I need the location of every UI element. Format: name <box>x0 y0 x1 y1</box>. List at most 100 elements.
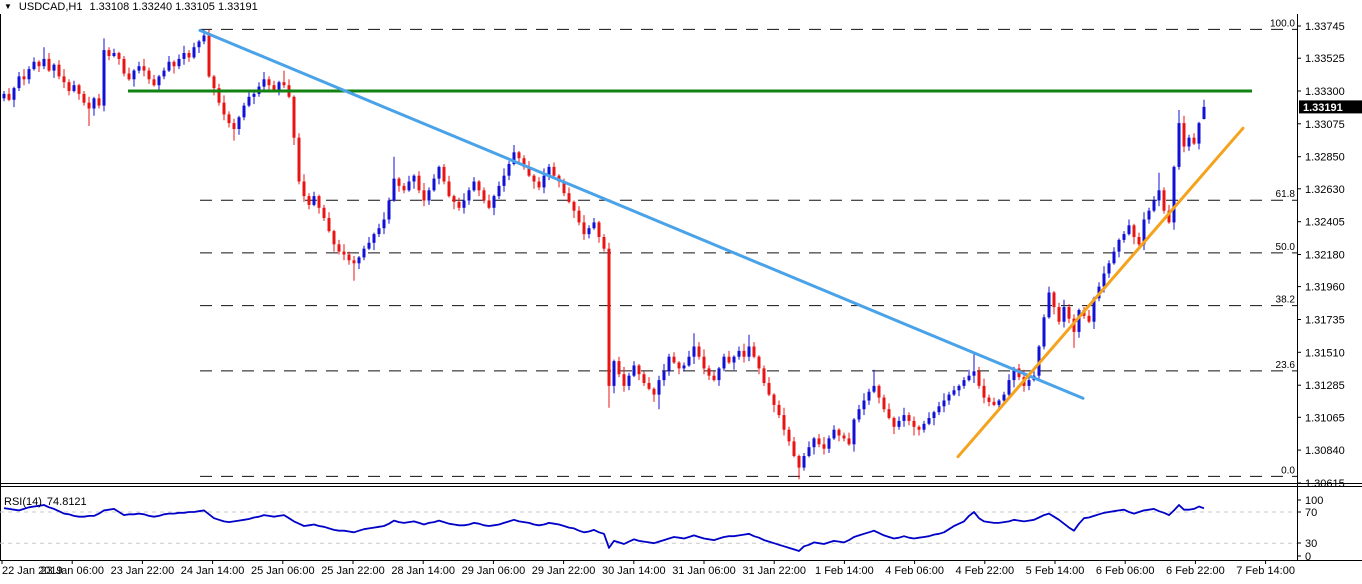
candle-body <box>802 456 806 468</box>
candle-body <box>392 178 396 201</box>
candle-body <box>342 251 346 255</box>
candle-body <box>672 356 676 363</box>
time-tick-label: 23 Jan 06:00 <box>40 565 104 577</box>
candle-body <box>1187 137 1191 147</box>
candle-body <box>877 385 881 398</box>
candle-body <box>982 385 986 398</box>
price-badge-label: 1.33191 <box>1303 102 1343 114</box>
candle-body <box>532 175 536 182</box>
candle-body <box>222 102 226 115</box>
candle-body <box>377 228 381 235</box>
candle-body <box>897 420 901 427</box>
candle-body <box>97 98 101 106</box>
candle-body <box>1042 317 1046 347</box>
candle-body <box>197 41 201 48</box>
candle-body <box>592 222 596 229</box>
price-axis[interactable]: 1.33745 1.33525 1.33300 1.33075 1.32850 1.326… <box>1297 21 1345 490</box>
ascending-trendline-line[interactable] <box>956 126 1245 459</box>
candle-body <box>677 362 681 369</box>
candle-body <box>352 260 356 264</box>
candle-body <box>742 350 746 357</box>
candle-body <box>232 123 236 129</box>
candlestick-plot[interactable] <box>2 29 1206 480</box>
candle-body <box>957 385 961 391</box>
candle-body <box>1117 239 1121 252</box>
candle-body <box>807 447 811 456</box>
candle-body <box>627 375 631 386</box>
time-tick-label: 25 Jan 22:00 <box>321 565 385 577</box>
candle-body <box>182 53 186 59</box>
candle-body <box>582 222 586 235</box>
candle-body <box>707 368 711 376</box>
candle-body <box>827 438 831 449</box>
fib-level-label: 23.6 <box>1276 360 1296 371</box>
candle-body <box>307 196 311 205</box>
chart-frame <box>0 14 1362 561</box>
candle-body <box>777 404 781 416</box>
candle-body <box>842 435 846 439</box>
candle-body <box>787 429 791 442</box>
candle-body <box>512 152 516 164</box>
candle-body <box>892 418 896 427</box>
candle-body <box>1162 190 1166 211</box>
candle-body <box>1077 310 1081 332</box>
price-tick-label: 1.31960 <box>1305 282 1345 294</box>
fib-level-label: 50.0 <box>1276 242 1296 253</box>
candle-body <box>932 412 936 418</box>
candle-body <box>437 166 441 179</box>
candle-body <box>492 196 496 208</box>
price-tick-label: 1.33525 <box>1305 53 1345 65</box>
candle-body <box>217 88 221 103</box>
candle-body <box>472 181 476 191</box>
candle-body <box>282 82 286 86</box>
candle-body <box>987 397 991 402</box>
candle-body <box>297 137 301 182</box>
candle-body <box>1197 123 1201 144</box>
candle-body <box>317 196 321 208</box>
time-tick-label: 5 Feb 14:00 <box>1026 565 1085 577</box>
candle-body <box>117 53 121 59</box>
candle-body <box>372 234 376 243</box>
candle-body <box>77 85 81 94</box>
candle-body <box>1152 200 1156 211</box>
candle-body <box>887 409 891 418</box>
symbol-dropdown-icon[interactable]: ▼ <box>4 2 12 11</box>
fibonacci-retracement[interactable]: 100.0 61.8 50.0 38.2 23.6 0.0 <box>200 18 1297 477</box>
ascending-trendline[interactable] <box>956 126 1245 459</box>
descending-trendline-line[interactable] <box>198 28 1085 400</box>
candle-body <box>537 181 541 188</box>
candle-body <box>907 415 911 421</box>
candle-body <box>152 79 156 86</box>
candle-body <box>857 409 861 420</box>
descending-trendline[interactable] <box>198 28 1085 400</box>
candle-body <box>1052 292 1056 308</box>
candle-body <box>612 361 616 386</box>
candle-body <box>167 61 171 71</box>
candle-body <box>772 394 776 405</box>
candle-body <box>732 356 736 363</box>
candle-body <box>1047 292 1051 318</box>
candle-body <box>867 391 871 401</box>
candle-body <box>617 361 621 375</box>
price-badge <box>1299 100 1362 114</box>
candle-body <box>1002 394 1006 401</box>
candle-body <box>247 96 251 106</box>
price-tick-label: 1.33300 <box>1305 86 1345 98</box>
candle-body <box>822 444 826 449</box>
candle-body <box>12 88 16 100</box>
candle-body <box>607 248 611 386</box>
time-tick-label: 4 Feb 22:00 <box>955 565 1014 577</box>
candle-body <box>972 371 976 376</box>
candle-body <box>597 222 601 237</box>
candle-body <box>1157 190 1161 201</box>
candle-body <box>312 196 316 205</box>
time-tick-label: 1 Feb 14:00 <box>815 565 874 577</box>
rsi-scale-label: 70 <box>1305 507 1317 519</box>
candle-body <box>722 356 726 369</box>
candle-body <box>142 66 146 71</box>
candle-body <box>1137 237 1141 245</box>
